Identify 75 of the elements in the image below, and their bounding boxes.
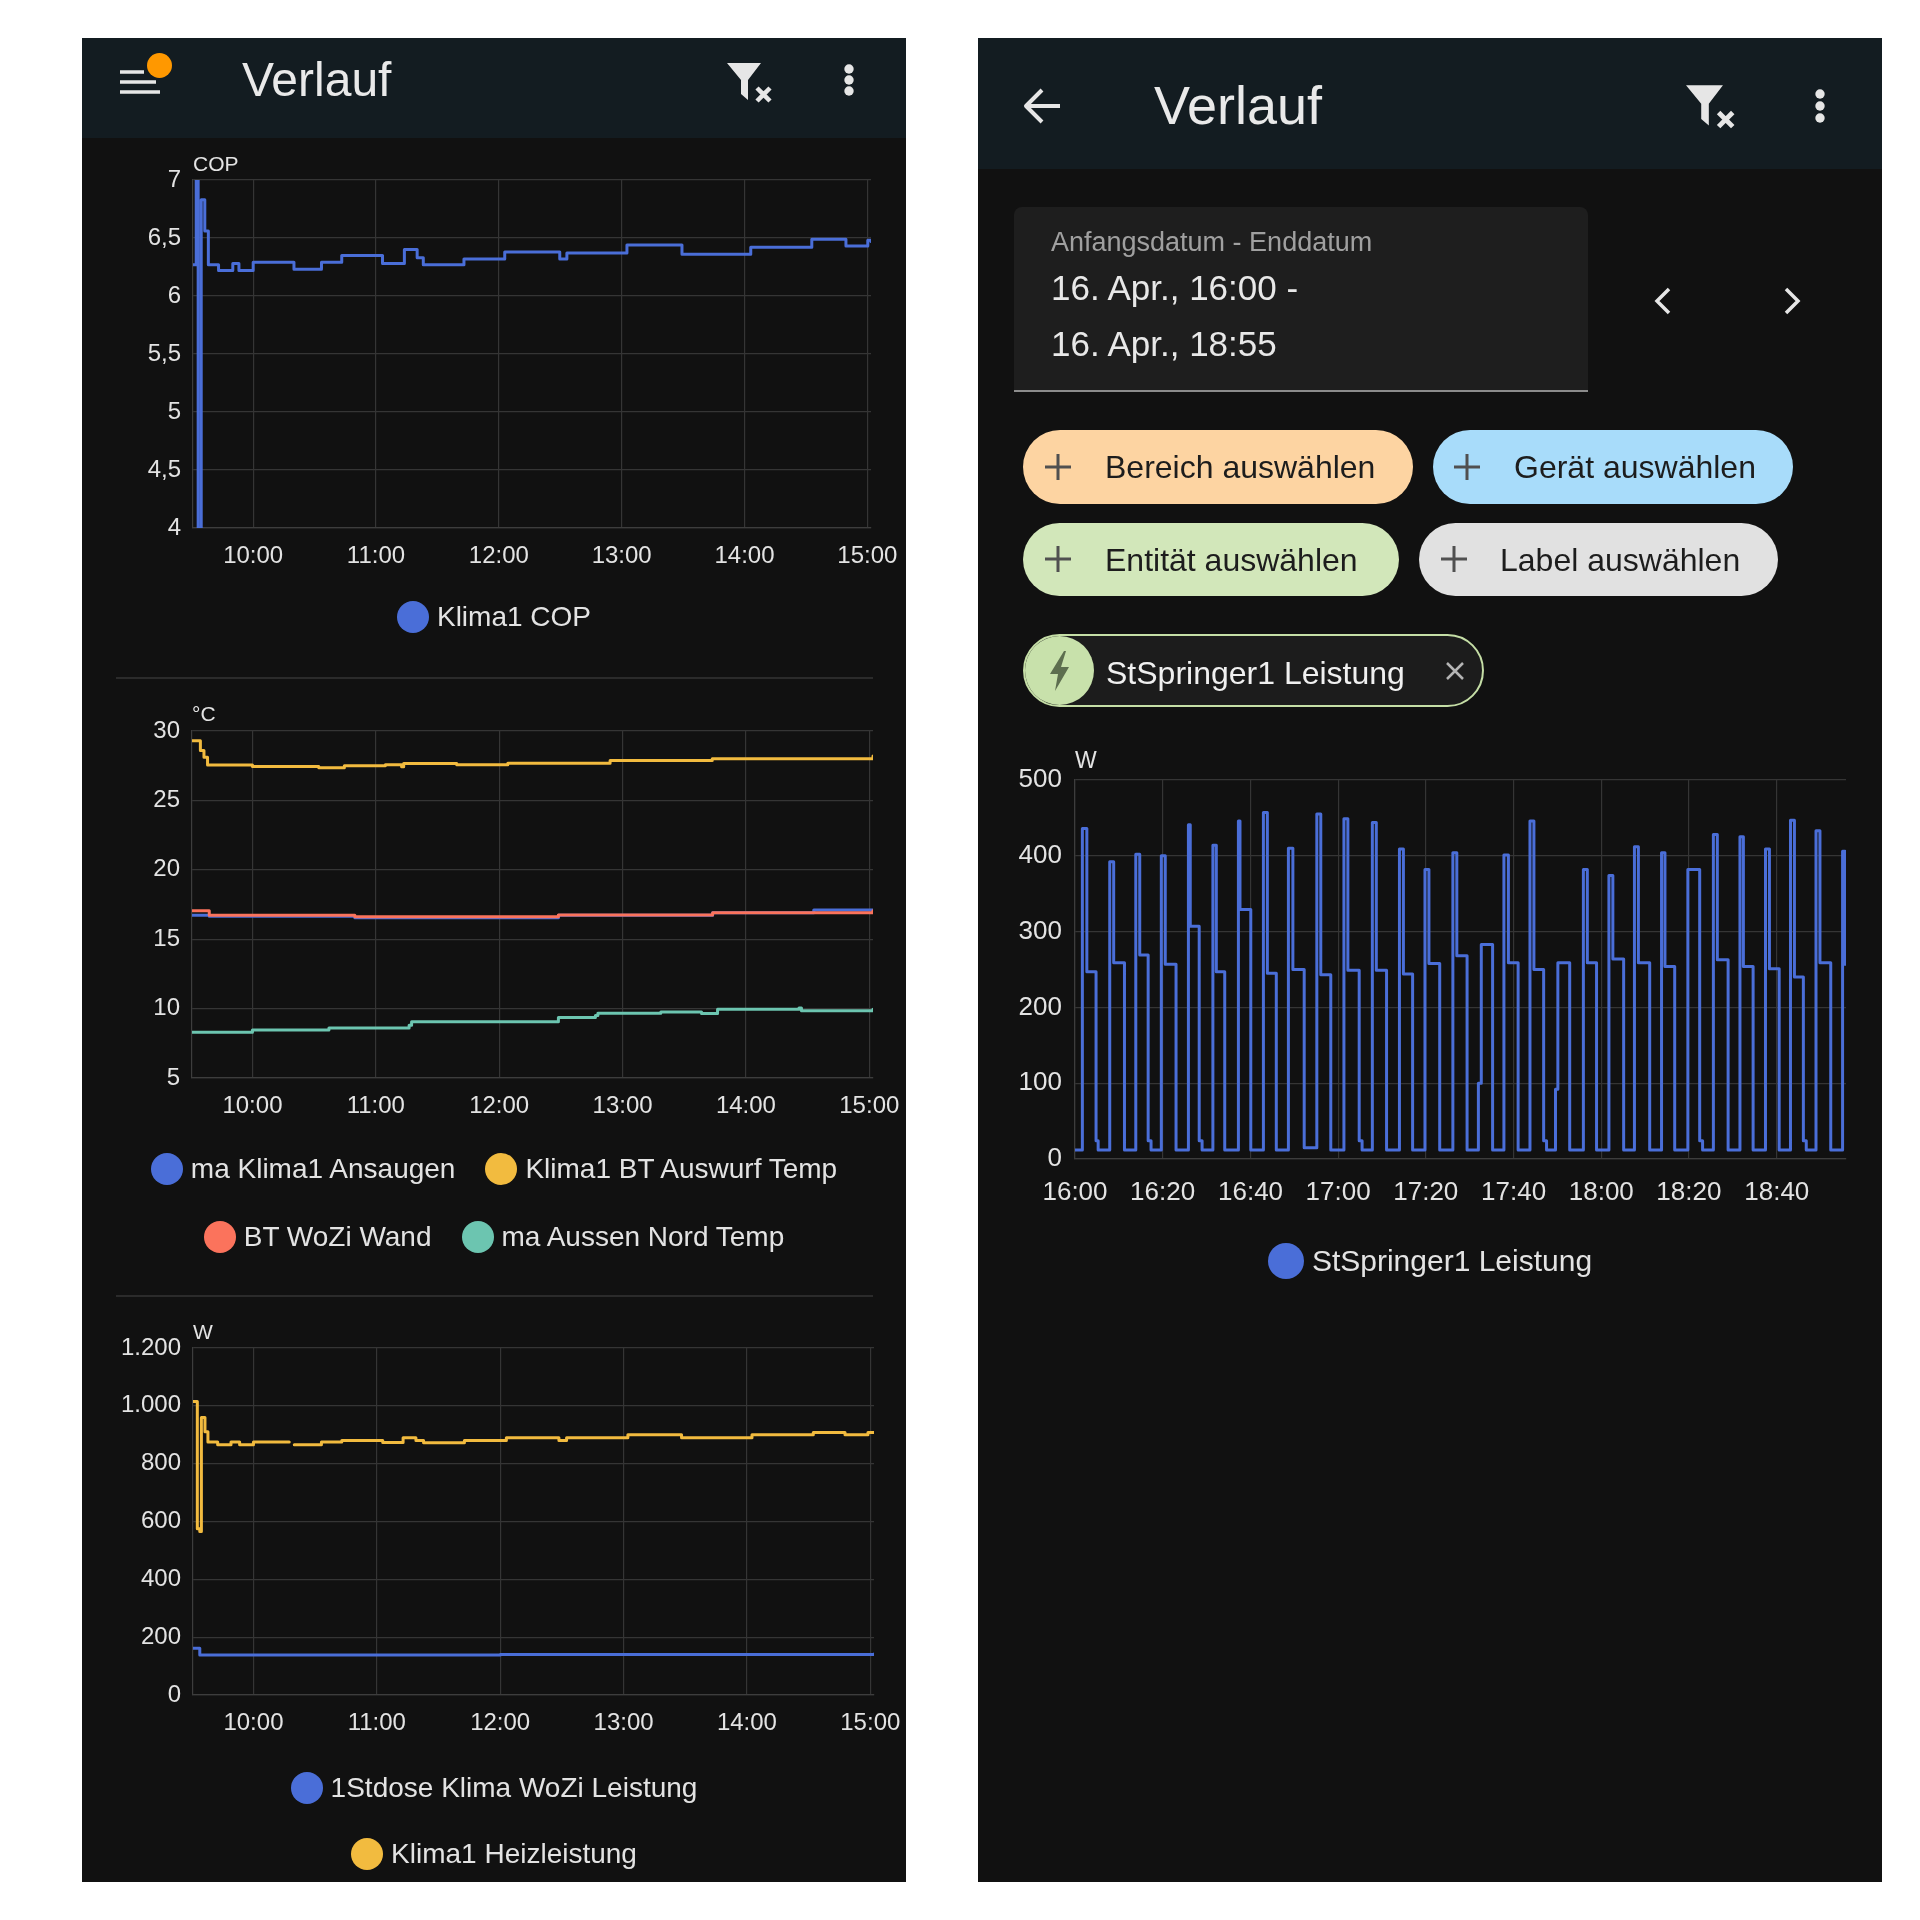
y-tick-label: 200	[140, 1621, 181, 1649]
y-axis-title: COP	[193, 152, 239, 175]
y-tick-label: 5,5	[147, 338, 181, 366]
text: Anfangsdatum - Enddatum	[1051, 227, 1373, 257]
x-tick-label: 11:00	[346, 1091, 405, 1119]
x-tick-label: 17:20	[1393, 1175, 1459, 1206]
x-tick-label: 15:00	[840, 1708, 901, 1736]
legend-label: StSpringer1 Leistung	[1311, 1244, 1593, 1277]
y-tick-label: 200	[1018, 990, 1062, 1021]
y-tick-label: 4	[167, 512, 181, 540]
text: Bereich auswählen	[1105, 449, 1376, 485]
x-tick-label: 18:40	[1744, 1175, 1810, 1206]
legend-label: 1Stdose Klima WoZi Leistung	[330, 1772, 698, 1803]
x-tick-label: 13:00	[593, 1708, 654, 1736]
text: Entität auswählen	[1105, 542, 1358, 578]
y-axis-title: W	[1075, 747, 1097, 773]
x-tick-label: 18:00	[1568, 1175, 1634, 1206]
y-tick-label: 1.200	[120, 1332, 181, 1360]
x-tick-label: 11:00	[347, 1708, 406, 1736]
y-tick-label: 1.000	[120, 1390, 181, 1418]
text: Label auswählen	[1500, 542, 1741, 578]
legend-label: Klima1 Heizleistung	[391, 1838, 637, 1869]
y-tick-label: 500	[1018, 763, 1062, 794]
x-tick-label: 13:00	[592, 1091, 653, 1119]
legend-label: BT WoZi Wand	[243, 1221, 432, 1252]
x-tick-label: 11:00	[346, 541, 406, 569]
y-tick-label: 0	[1047, 1142, 1062, 1173]
text: Gerät auswählen	[1514, 449, 1756, 485]
x-tick-label: 14:00	[714, 541, 775, 569]
text: StSpringer1 Leistung	[1106, 655, 1405, 691]
x-tick-label: 12:00	[468, 541, 529, 569]
x-tick-label: 18:20	[1656, 1175, 1722, 1206]
x-tick-label: 16:40	[1217, 1175, 1284, 1206]
y-tick-label: 400	[140, 1563, 181, 1591]
legend-label: ma Klima1 Ansaugen	[190, 1153, 456, 1184]
y-tick-label: 5	[166, 1062, 180, 1090]
x-tick-label: 16:20	[1130, 1175, 1196, 1206]
y-tick-label: 10	[153, 993, 180, 1021]
y-tick-label: 300	[1018, 914, 1062, 945]
x-tick-label: 15:00	[839, 1091, 900, 1119]
text: Verlauf	[242, 53, 392, 106]
y-tick-label: 15	[153, 923, 180, 951]
x-tick-label: 17:00	[1305, 1175, 1371, 1206]
x-tick-label: 15:00	[837, 541, 898, 569]
x-tick-label: 16:00	[1042, 1175, 1108, 1206]
legend-label: ma Aussen Nord Temp	[501, 1221, 785, 1252]
y-tick-label: 30	[153, 715, 180, 743]
text: 16. Apr., 16:00 -	[1051, 268, 1299, 307]
y-tick-label: 4,5	[147, 454, 181, 482]
y-tick-label: 600	[140, 1506, 181, 1534]
y-tick-label: 100	[1018, 1066, 1062, 1097]
y-tick-label: 800	[140, 1448, 181, 1476]
y-tick-label: 7	[167, 164, 181, 192]
legend-label: Klima1 COP	[436, 601, 592, 632]
y-axis-title: °C	[192, 702, 216, 725]
text: Verlauf	[1154, 75, 1323, 135]
y-axis-title: W	[193, 1320, 213, 1343]
x-tick-label: 12:00	[469, 1091, 530, 1119]
y-tick-label: 6	[167, 280, 181, 308]
y-tick-label: 400	[1018, 838, 1062, 869]
y-tick-label: 25	[153, 785, 180, 813]
x-tick-label: 13:00	[591, 541, 652, 569]
legend-label: Klima1 BT Auswurf Temp	[525, 1153, 838, 1184]
x-tick-label: 10:00	[222, 1091, 283, 1119]
y-tick-label: 5	[167, 396, 181, 424]
x-tick-label: 14:00	[716, 1708, 777, 1736]
y-tick-label: 6,5	[147, 222, 181, 250]
text: 16. Apr., 18:55	[1051, 324, 1277, 363]
x-tick-label: 10:00	[223, 541, 284, 569]
x-tick-label: 10:00	[223, 1708, 284, 1736]
x-tick-label: 12:00	[470, 1708, 531, 1736]
x-tick-label: 17:40	[1481, 1175, 1547, 1206]
x-tick-label: 14:00	[715, 1091, 776, 1119]
y-tick-label: 0	[167, 1679, 181, 1707]
y-tick-label: 20	[153, 854, 180, 882]
